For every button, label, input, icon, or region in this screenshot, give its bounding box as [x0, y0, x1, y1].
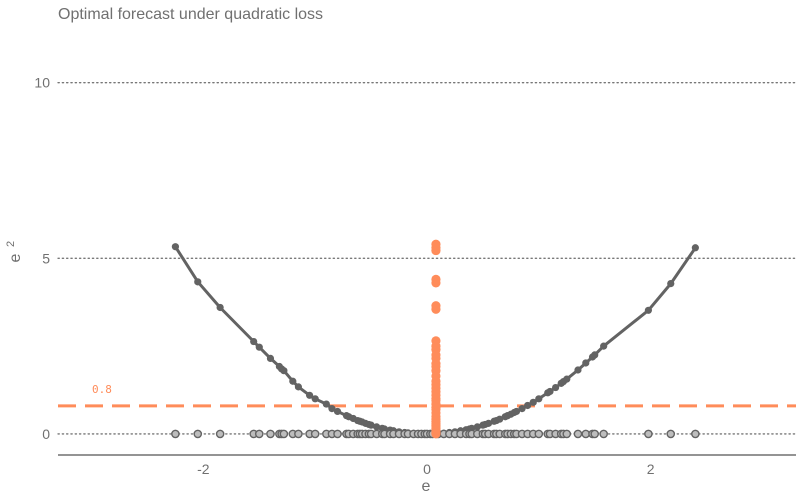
forecast-point [431, 429, 441, 439]
forecast-point [431, 278, 441, 288]
error-rug-point [573, 429, 583, 439]
loss-curve-point [311, 395, 319, 403]
error-rug-point [534, 429, 544, 439]
loss-curve-point [484, 419, 493, 427]
loss-curve-point [250, 337, 258, 346]
threshold-layer: 0.8 [58, 383, 796, 408]
error-rug-point [171, 429, 180, 439]
loss-curve-point [512, 407, 521, 416]
grid-lines [57, 82, 797, 435]
loss-curve-point [280, 367, 288, 375]
error-rug-point [644, 429, 653, 439]
error-rug-point [691, 429, 700, 439]
x-tick-label: 0 [423, 461, 431, 477]
error-rug-point [254, 429, 264, 439]
error-rug-point [333, 429, 342, 439]
y-tick-label: 10 [34, 75, 50, 91]
loss-curve-point [518, 405, 526, 413]
loss-curve-point [333, 407, 342, 416]
loss-curve-point [563, 375, 571, 383]
loss-curve-point [644, 306, 653, 314]
y-axis-title-group: e 2 [5, 241, 24, 263]
x-axis-title: e [422, 478, 431, 495]
loss-curve-point [373, 423, 381, 431]
loss-curve-point [216, 303, 224, 312]
y-axis-title: e [7, 253, 24, 262]
loss-curve-point [551, 383, 560, 392]
error-rug-point [599, 429, 608, 439]
loss-curve-point [322, 400, 330, 408]
error-rug-point [279, 429, 289, 439]
loss-curve-point [691, 244, 699, 252]
error-rug-point [666, 429, 676, 439]
forecast-point [431, 304, 441, 314]
loss-curve-point [600, 342, 608, 350]
loss-curve-point [266, 354, 275, 363]
loss-curve-point [574, 366, 582, 374]
error-rug-point [294, 429, 303, 439]
loss-curve-point [255, 343, 263, 351]
error-rug-point [215, 429, 225, 439]
loss-curve-point [328, 405, 336, 413]
threshold-label: 0.8 [92, 383, 112, 396]
error-rug-point [193, 429, 203, 439]
loss-curve-point [473, 423, 481, 431]
forecast-point [431, 245, 441, 256]
loss-curve-point [529, 398, 537, 406]
forecast-points-layer [431, 239, 441, 439]
loss-curve-point [524, 401, 532, 410]
y-tick-label: 5 [42, 250, 50, 266]
chart-title: Optimal forecast under quadratic loss [58, 6, 323, 23]
error-rug-point [310, 429, 320, 439]
loss-curve-point [171, 243, 180, 251]
error-rug-point [266, 429, 275, 439]
loss-curve-point [305, 391, 314, 399]
loss-curve-point [535, 395, 543, 403]
y-axis-title-superscript: 2 [5, 241, 17, 247]
x-tick-label: 2 [647, 461, 655, 477]
loss-curve-point [546, 387, 554, 396]
loss-curve-point [667, 279, 675, 288]
loss-curve-point [496, 415, 504, 423]
x-tick-label: -2 [197, 461, 210, 477]
error-rug-point [562, 429, 572, 439]
loss-curve-point [294, 383, 303, 391]
axis-ticks: 0 5 10 -2 0 2 [34, 75, 654, 477]
error-rug-point [590, 429, 600, 439]
loss-curve-point [591, 351, 599, 359]
loss-curve-point [367, 421, 375, 429]
y-tick-label: 0 [42, 426, 50, 442]
loss-curve-point [289, 377, 297, 385]
loss-curve-point [582, 359, 590, 367]
loss-curve-point [194, 278, 202, 286]
